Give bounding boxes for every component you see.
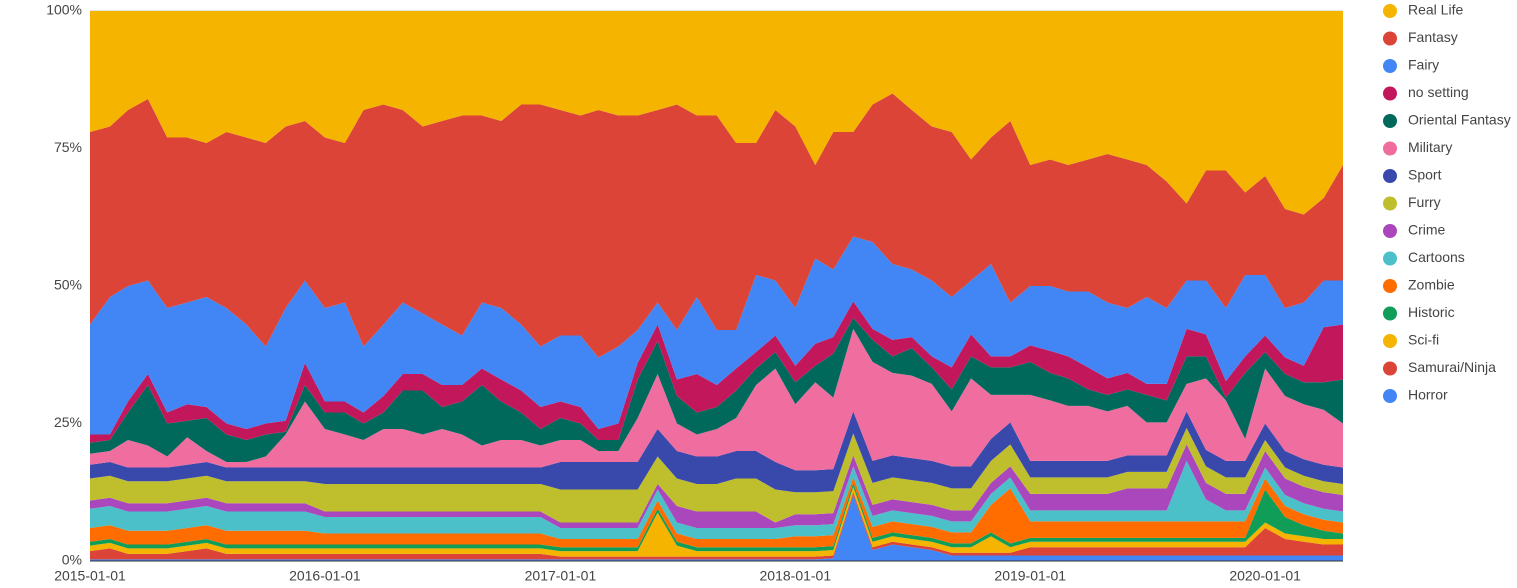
legend-swatch: [1383, 4, 1397, 18]
legend-swatch: [1383, 389, 1397, 403]
legend-label: Crime: [1408, 222, 1446, 238]
y-tick-label: 100%: [46, 2, 82, 18]
area: [90, 328, 1343, 471]
legend-label: Samurai/Ninja: [1408, 359, 1496, 375]
y-tick-label: 50%: [54, 277, 82, 293]
area: [90, 492, 1343, 560]
legend-label: Fantasy: [1408, 29, 1458, 45]
legend-swatch: [1383, 59, 1397, 73]
x-tick-label: 2017-01-01: [525, 568, 597, 584]
area: [90, 444, 1343, 528]
area: [90, 460, 1343, 539]
legend-swatch: [1383, 334, 1397, 348]
legend-label: Oriental Fantasy: [1408, 112, 1511, 128]
x-tick-label: 2016-01-01: [289, 568, 361, 584]
x-tick-label: 2020-01-01: [1229, 568, 1301, 584]
legend-label: Cartoons: [1408, 249, 1465, 265]
area: [90, 236, 1343, 435]
area: [90, 93, 1343, 358]
legend-label: Historic: [1408, 304, 1455, 320]
legend-label: Real Life: [1408, 2, 1463, 18]
legend-swatch: [1383, 279, 1397, 293]
legend: Real Life Fantasy Fairy no setting Oriental …: [1383, 2, 1511, 403]
area: [90, 427, 1343, 523]
legend-label: Furry: [1408, 194, 1441, 210]
area: [90, 486, 1343, 557]
legend-label: Zombie: [1408, 277, 1455, 293]
x-tick-label: 2019-01-01: [994, 568, 1066, 584]
legend-swatch: [1383, 306, 1397, 321]
legend-label: Fairy: [1408, 57, 1439, 73]
legend-swatch: [1383, 169, 1397, 183]
legend-label: no setting: [1408, 84, 1469, 100]
legend-swatch: [1383, 224, 1397, 238]
legend-label: Sport: [1408, 167, 1442, 183]
legend-swatch: [1383, 114, 1397, 128]
area: [90, 411, 1343, 493]
legend-swatch: [1383, 196, 1397, 211]
legend-swatch: [1383, 31, 1397, 46]
area: [90, 11, 1343, 215]
x-tick-label: 2015-01-01: [54, 568, 126, 584]
legend-label: Sci-fi: [1408, 332, 1439, 348]
legend-swatch: [1383, 141, 1397, 156]
area: [90, 301, 1343, 443]
area: [90, 482, 1343, 552]
x-tick-label: 2018-01-01: [760, 568, 832, 584]
legend-swatch: [1383, 251, 1397, 266]
area: [90, 477, 1343, 548]
legend-swatch: [1383, 86, 1397, 101]
legend-label: Military: [1408, 139, 1452, 155]
y-tick-label: 0%: [62, 552, 82, 568]
area: [90, 317, 1343, 462]
legend-label: Horror: [1408, 387, 1448, 403]
y-tick-label: 75%: [54, 139, 82, 155]
legend-swatch: [1383, 361, 1397, 376]
y-tick-label: 25%: [54, 414, 82, 430]
